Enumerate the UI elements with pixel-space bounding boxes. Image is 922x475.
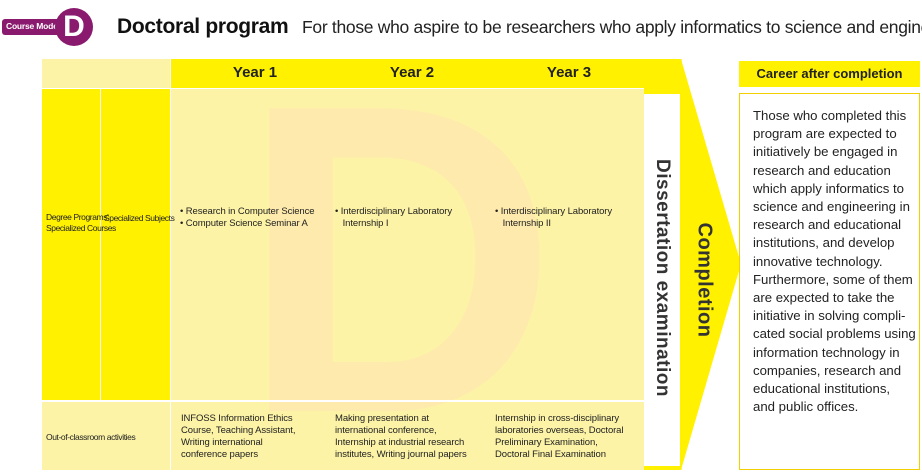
badge-circle (55, 8, 93, 46)
career-line: research and educational (753, 217, 902, 233)
divider-activities (42, 400, 644, 402)
specialized-subjects-label: Specialized Subjects (104, 213, 175, 223)
specialized-year3-cell: • Interdisciplinary Laboratory Internshi… (495, 206, 612, 230)
degree-programs-label-line1: Degree Programs' (46, 212, 109, 222)
list-item: Internship at industrial research (335, 437, 465, 448)
content-area (170, 89, 644, 470)
specialized-year1-cell: • Research in Computer Science • Compute… (180, 206, 315, 230)
badge-label: Course Model (6, 21, 60, 31)
dissertation-label: Dissertation examination (652, 159, 673, 397)
list-item: conference papers (181, 449, 258, 460)
list-item: Preliminary Examination, (495, 437, 598, 448)
career-line: Furthermore, some of them (753, 271, 913, 287)
career-line: institutions, and develop (753, 235, 895, 251)
list-item: Course, Teaching Assistant, (181, 425, 296, 436)
list-item: Internship I (335, 218, 389, 229)
specialized-year2-cell: • Interdisciplinary Laboratory Internshi… (335, 206, 452, 230)
out-of-classroom-label: Out-of-classroom activities (46, 432, 136, 442)
career-line: educational institutions, (753, 381, 891, 397)
activities-year3-cell: Internship in cross-disciplinary laborat… (495, 413, 623, 461)
career-line: which apply informatics to (753, 180, 904, 196)
year-3-header: Year 3 (546, 64, 592, 81)
corner-cell (42, 59, 170, 89)
career-line: science and engineering in (753, 199, 910, 215)
career-line: Those who completed this (753, 108, 907, 123)
badge-letter: D (63, 10, 85, 43)
year-1-header: Year 1 (232, 64, 278, 81)
list-item: INFOSS Information Ethics (181, 413, 293, 424)
year-2-header: Year 2 (389, 64, 435, 81)
career-line: initiatively be engaged in (753, 144, 898, 160)
list-item: institutes, Writing journal papers (335, 449, 467, 460)
activities-label-cell (42, 402, 170, 470)
career-line: and public offices. (753, 399, 859, 415)
list-item: • Research in Computer Science (180, 206, 315, 217)
career-heading: Career after completion (739, 61, 920, 87)
career-line: are expected to take the (753, 290, 895, 306)
career-line: program are expected to (753, 126, 897, 142)
list-item: • Interdisciplinary Laboratory (495, 206, 613, 217)
specialized-subjects-cell (101, 89, 170, 400)
activities-year2-cell: Making presentation at international con… (335, 413, 467, 461)
list-item: international conference, (335, 425, 437, 436)
list-item: Writing international (181, 437, 263, 448)
course-model-badge: Course Model D (2, 8, 93, 46)
program-subtitle: For those who aspire to be researchers w… (302, 17, 922, 37)
list-item: • Interdisciplinary Laboratory (335, 206, 453, 217)
completion-label: Completion (693, 222, 716, 338)
career-line: research and education (753, 162, 891, 178)
career-box (739, 93, 920, 470)
divider-labels (170, 59, 171, 470)
degree-programs-label: Degree Programs' Specialized Courses (46, 212, 116, 234)
list-item: Making presentation at (335, 413, 429, 424)
career-line: companies, research and (753, 362, 902, 378)
career-line: innovative technology. (753, 253, 883, 269)
dissertation-box (644, 94, 680, 466)
list-item: Internship in cross-disciplinary (495, 413, 620, 424)
list-item: • Computer Science Seminar A (180, 218, 308, 229)
degree-programs-cell (42, 89, 100, 400)
program-title: Doctoral program (117, 15, 289, 38)
career-description: Those who completed this program are exp… (753, 107, 916, 416)
divider-label-columns (100, 89, 101, 400)
activities-year1-cell: INFOSS Information Ethics Course, Teachi… (181, 413, 295, 461)
list-item: laboratories overseas, Doctoral (495, 425, 624, 436)
list-item: Internship II (495, 218, 551, 229)
career-line: initiative in solving compli- (753, 308, 906, 324)
degree-programs-label-line2: Specialized Courses (46, 223, 116, 233)
career-line: cated social problems using (753, 326, 916, 342)
career-line: information technology in (753, 344, 900, 360)
badge-bar (2, 19, 60, 35)
list-item: Doctoral Final Examination (495, 449, 606, 460)
divider-header (42, 88, 644, 89)
